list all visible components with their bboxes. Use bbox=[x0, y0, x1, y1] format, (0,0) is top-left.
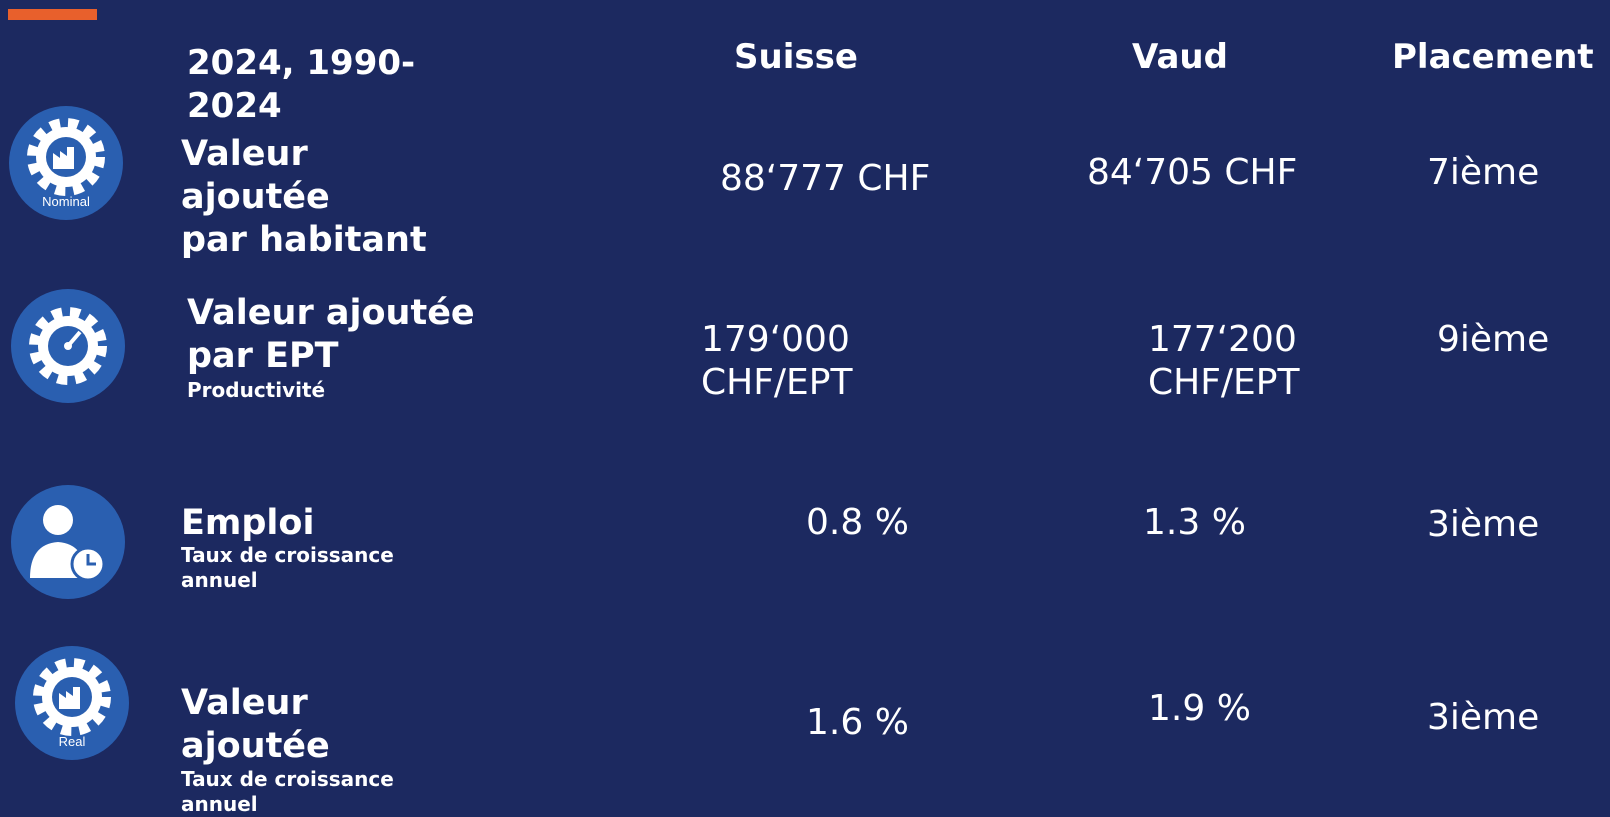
row-title: Valeur ajoutée bbox=[187, 293, 475, 333]
row-subtitle: Productivité bbox=[187, 378, 326, 402]
row-title: ajoutée bbox=[181, 177, 330, 217]
row-icon bbox=[11, 289, 125, 403]
accent-bar bbox=[8, 9, 97, 20]
value: 1.6 % bbox=[806, 702, 909, 743]
value: 3ième bbox=[1427, 697, 1540, 738]
value: 179‘000 CHF/EPT bbox=[701, 319, 853, 403]
icon-label: Nominal bbox=[42, 194, 90, 209]
value: 88‘777 CHF bbox=[720, 158, 931, 199]
value: 177‘200 CHF/EPT bbox=[1148, 319, 1300, 403]
value: 9ième bbox=[1437, 319, 1550, 360]
row-subtitle: Taux de croissance annuel bbox=[181, 767, 394, 816]
value: 7ième bbox=[1427, 152, 1540, 193]
row-title: par habitant bbox=[181, 220, 427, 260]
row-title: par EPT bbox=[187, 336, 339, 376]
value: 3ième bbox=[1427, 504, 1540, 545]
row-icon: Real bbox=[15, 646, 129, 760]
row-title: Emploi bbox=[181, 503, 315, 543]
value: 84‘705 CHF bbox=[1087, 152, 1298, 193]
value: 1.9 % bbox=[1148, 688, 1251, 729]
column-header: Vaud bbox=[1132, 37, 1228, 77]
value: 0.8 % bbox=[806, 502, 909, 543]
row-title: Valeur bbox=[181, 134, 308, 174]
column-header: Suisse bbox=[734, 37, 858, 77]
icon-label: Real bbox=[59, 734, 86, 749]
row-icon: Nominal bbox=[9, 106, 123, 220]
row-icon bbox=[11, 485, 125, 599]
value: 1.3 % bbox=[1143, 502, 1246, 543]
row-title: ajoutée bbox=[181, 726, 330, 766]
row-title: Valeur bbox=[181, 683, 308, 723]
column-header: Placement bbox=[1392, 37, 1594, 77]
header-label: 2024, 1990-2024 bbox=[187, 43, 416, 126]
row-subtitle: Taux de croissance annuel bbox=[181, 543, 394, 592]
